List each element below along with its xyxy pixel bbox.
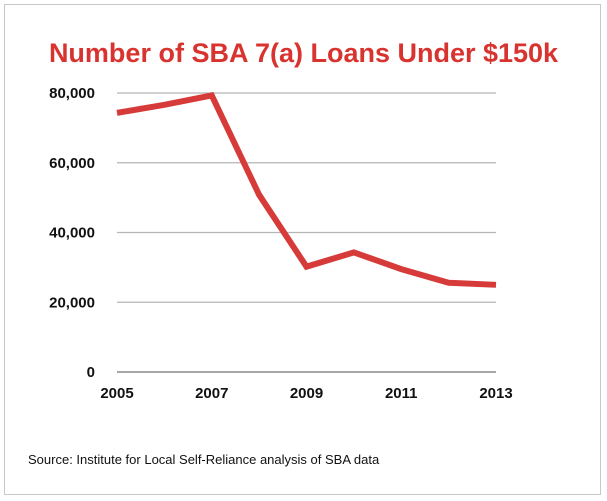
y-tick-label: 60,000	[49, 155, 95, 172]
x-tick-label: 2005	[100, 385, 133, 402]
x-tick-label: 2013	[479, 385, 512, 402]
source-note: Source: Institute for Local Self-Relianc…	[28, 452, 380, 467]
chart-frame	[4, 4, 601, 495]
x-tick-label: 2009	[290, 385, 323, 402]
y-tick-label: 40,000	[49, 225, 95, 242]
y-tick-label: 20,000	[49, 294, 95, 311]
y-tick-label: 80,000	[49, 85, 95, 102]
chart-title: Number of SBA 7(a) Loans Under $150k	[48, 38, 559, 68]
x-tick-label: 2007	[195, 385, 228, 402]
x-tick-label: 2011	[385, 385, 418, 402]
y-tick-label: 0	[87, 364, 95, 381]
series-line	[116, 92, 497, 288]
